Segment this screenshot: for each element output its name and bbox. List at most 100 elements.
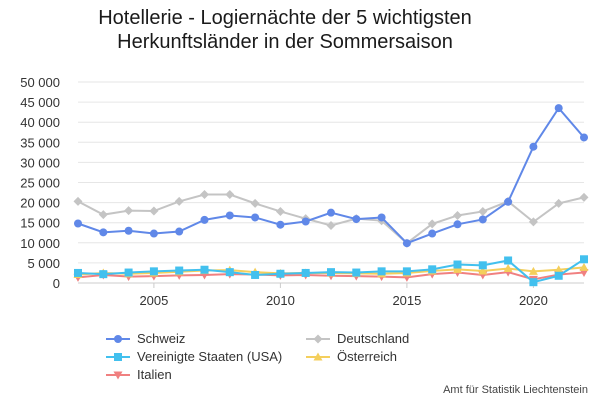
data-point-vereinigte-staaten-usa[interactable] xyxy=(352,268,361,277)
data-point-deutschland[interactable] xyxy=(174,196,184,206)
chart-title-line-2: Herkunftsländer in der Sommersaison xyxy=(117,31,453,53)
data-point-vereinigte-staaten-usa[interactable] xyxy=(251,270,260,279)
data-point-italien[interactable] xyxy=(579,269,589,278)
data-point-vereinigte-staaten-usa[interactable] xyxy=(175,266,184,275)
source-credit: Amt für Statistik Liechtenstein xyxy=(443,384,588,396)
data-point-deutschland[interactable] xyxy=(73,196,83,206)
legend-marker-usa xyxy=(106,352,130,361)
data-point-vereinigte-staaten-usa[interactable] xyxy=(124,268,133,277)
data-point-schweiz[interactable] xyxy=(327,208,335,217)
data-point-vereinigte-staaten-usa[interactable] xyxy=(74,268,82,277)
y-tick-label: 25 000 xyxy=(20,176,60,191)
data-point-deutschland[interactable] xyxy=(124,206,134,216)
data-point-deutschland[interactable] xyxy=(427,219,437,229)
legend-marker-oesterreich xyxy=(306,352,330,360)
data-point-deutschland[interactable] xyxy=(225,190,235,200)
data-point-deutschland[interactable] xyxy=(250,198,260,208)
data-point-vereinigte-staaten-usa[interactable] xyxy=(428,265,437,274)
data-point-deutschland[interactable] xyxy=(200,190,209,200)
data-point-schweiz[interactable] xyxy=(74,219,82,228)
legend-item-deutschland[interactable]: Deutschland xyxy=(305,330,465,347)
data-point-schweiz[interactable] xyxy=(554,104,563,113)
data-point-deutschland[interactable] xyxy=(98,210,108,220)
series-vereinigte-staaten-usa xyxy=(74,255,588,287)
legend-symbol[interactable] xyxy=(114,334,122,343)
y-tick-label: 50 000 xyxy=(20,75,60,90)
data-point-schweiz[interactable] xyxy=(529,142,538,151)
legend-marker-schweiz xyxy=(106,334,130,343)
data-point-oesterreich[interactable] xyxy=(554,265,564,274)
data-point-schweiz[interactable] xyxy=(428,229,437,238)
legend-item-italien[interactable]: Italien xyxy=(105,366,305,383)
data-point-oesterreich[interactable] xyxy=(528,266,538,275)
y-tick-label: 45 000 xyxy=(20,95,60,110)
chart-title: Hotellerie - Logiernächte der 5 wichtigs… xyxy=(0,6,570,54)
legend-symbol[interactable] xyxy=(114,352,122,361)
y-tick-label: 10 000 xyxy=(20,236,60,251)
legend-label-schweiz: Schweiz xyxy=(137,331,186,346)
gridlines xyxy=(78,81,584,284)
data-point-deutschland[interactable] xyxy=(149,206,159,216)
data-point-vereinigte-staaten-usa[interactable] xyxy=(402,267,411,276)
data-point-schweiz[interactable] xyxy=(478,215,487,224)
data-point-deutschland[interactable] xyxy=(478,206,488,216)
data-point-vereinigte-staaten-usa[interactable] xyxy=(276,269,285,278)
data-point-deutschland[interactable] xyxy=(528,217,538,227)
data-point-deutschland[interactable] xyxy=(275,206,285,216)
data-point-schweiz[interactable] xyxy=(99,228,108,237)
data-point-vereinigte-staaten-usa[interactable] xyxy=(478,261,487,270)
data-point-schweiz[interactable] xyxy=(251,213,260,222)
legend-item-usa[interactable]: Vereinigte Staaten (USA) xyxy=(105,348,305,365)
x-tick-label: 2010 xyxy=(266,293,295,308)
data-point-schweiz[interactable] xyxy=(580,133,588,142)
legend-symbol[interactable] xyxy=(313,334,323,343)
data-point-vereinigte-staaten-usa[interactable] xyxy=(453,260,462,269)
legend-label-italien: Italien xyxy=(137,367,172,382)
data-point-vereinigte-staaten-usa[interactable] xyxy=(99,270,108,279)
data-point-deutschland[interactable] xyxy=(579,192,589,202)
data-point-schweiz[interactable] xyxy=(402,239,411,248)
data-point-vereinigte-staaten-usa[interactable] xyxy=(327,268,335,277)
data-point-schweiz[interactable] xyxy=(175,227,184,236)
data-point-oesterreich[interactable] xyxy=(579,262,589,271)
x-tick-label: 2005 xyxy=(139,293,168,308)
data-point-oesterreich[interactable] xyxy=(453,264,462,273)
data-point-schweiz[interactable] xyxy=(504,197,513,206)
legend-symbol[interactable] xyxy=(313,352,323,360)
y-tick-label: 40 000 xyxy=(20,115,60,130)
data-point-vereinigte-staaten-usa[interactable] xyxy=(225,268,234,277)
data-point-oesterreich[interactable] xyxy=(478,266,488,275)
data-point-schweiz[interactable] xyxy=(200,215,209,224)
data-point-deutschland[interactable] xyxy=(326,221,336,231)
data-point-vereinigte-staaten-usa[interactable] xyxy=(504,256,513,265)
data-point-schweiz[interactable] xyxy=(377,213,386,222)
series-deutschland xyxy=(73,190,589,248)
data-point-schweiz[interactable] xyxy=(301,217,310,226)
legend-symbol[interactable] xyxy=(113,371,123,379)
data-point-oesterreich[interactable] xyxy=(503,264,513,273)
data-point-vereinigte-staaten-usa[interactable] xyxy=(554,271,563,280)
y-tick-label: 5 000 xyxy=(27,256,60,271)
data-point-vereinigte-staaten-usa[interactable] xyxy=(529,278,538,287)
data-point-schweiz[interactable] xyxy=(149,229,158,238)
axes: 0 5 000 10 000 15 000 20 000 25 000 30 000 35 0… xyxy=(20,75,548,308)
data-point-vereinigte-staaten-usa[interactable] xyxy=(149,267,158,276)
data-point-deutschland[interactable] xyxy=(554,198,564,208)
data-point-vereinigte-staaten-usa[interactable] xyxy=(200,265,209,274)
data-point-schweiz[interactable] xyxy=(124,226,133,235)
y-tick-label: 20 000 xyxy=(20,196,60,211)
legend-item-schweiz[interactable]: Schweiz xyxy=(105,330,305,347)
data-point-schweiz[interactable] xyxy=(276,220,285,229)
data-point-vereinigte-staaten-usa[interactable] xyxy=(580,255,588,264)
legend-marker-italien xyxy=(106,371,130,379)
series-layer xyxy=(73,104,589,287)
legend-item-oesterreich[interactable]: Österreich xyxy=(305,348,465,365)
data-point-schweiz[interactable] xyxy=(352,215,361,224)
data-point-deutschland[interactable] xyxy=(453,210,462,220)
legend-label-oesterreich: Österreich xyxy=(337,349,397,364)
data-point-vereinigte-staaten-usa[interactable] xyxy=(377,267,386,276)
data-point-vereinigte-staaten-usa[interactable] xyxy=(301,268,310,277)
data-point-schweiz[interactable] xyxy=(225,211,234,220)
data-point-schweiz[interactable] xyxy=(453,220,462,229)
